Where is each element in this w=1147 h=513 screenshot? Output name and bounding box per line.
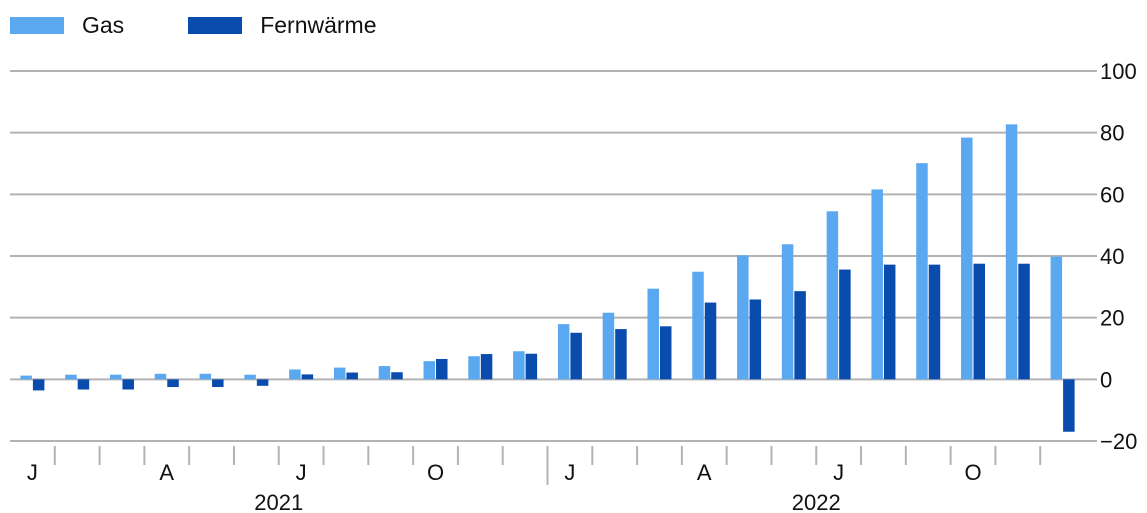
bar-fernwaerme [659, 326, 672, 380]
bar-gas [602, 312, 615, 380]
bar-gas [961, 137, 973, 380]
bar-fernwaerme [167, 379, 179, 388]
bar-gas [916, 163, 928, 380]
y-tick-label: 20 [1100, 306, 1124, 331]
legend-label-gas: Gas [82, 11, 125, 38]
legend-item-gas: Gas [10, 12, 124, 39]
x-tick-label: O [427, 460, 444, 485]
bar-fernwaerme [615, 329, 627, 380]
bar-gas [692, 271, 704, 380]
y-tick-label: 80 [1100, 121, 1124, 146]
bar-fernwaerme [301, 374, 314, 380]
bar-fernwaerme [839, 269, 851, 380]
bar-gas [468, 356, 480, 380]
bar-gas [513, 351, 525, 380]
x-tick-label: J [27, 460, 38, 485]
bar-fernwaerme [436, 358, 448, 380]
y-tick-label: −20 [1100, 429, 1137, 454]
bar-fernwaerme [77, 379, 90, 390]
legend-swatch-fernwaerme [188, 16, 243, 34]
bar-gas [20, 375, 32, 380]
x-tick-label: A [697, 460, 712, 485]
bar-fernwaerme [1063, 379, 1075, 432]
bar-fernwaerme [973, 263, 986, 380]
legend: Gas Fernwärme [10, 10, 441, 40]
bar-gas [1005, 124, 1018, 380]
bar-fernwaerme [1018, 263, 1030, 380]
bar-gas [737, 255, 749, 380]
bar-gas [423, 361, 436, 380]
bar-fernwaerme [749, 299, 762, 380]
bar-gas [244, 374, 256, 380]
bar-fernwaerme [883, 264, 896, 380]
bar-gas [65, 374, 77, 380]
legend-label-fernwaerme: Fernwärme [260, 11, 377, 38]
bar-fernwaerme [391, 372, 403, 380]
bar-gas [826, 211, 839, 380]
bar-gas [647, 288, 659, 380]
bar-fernwaerme [480, 354, 493, 380]
bar-gas [333, 367, 346, 380]
bar-fernwaerme [256, 379, 269, 386]
bar-fernwaerme [570, 332, 582, 380]
bar-gas [289, 369, 301, 380]
y-tick-label: 40 [1100, 244, 1124, 269]
bar-gas [1050, 256, 1063, 380]
bar-fernwaerme [928, 264, 941, 380]
x-tick-label: J [296, 460, 307, 485]
bar-fernwaerme [32, 379, 45, 391]
bar-fernwaerme [346, 372, 358, 380]
bar-gas [557, 324, 570, 380]
y-tick-label: 100 [1100, 59, 1137, 84]
bar-gas [154, 373, 167, 380]
bar-gas [109, 374, 122, 380]
x-tick-label: A [159, 460, 174, 485]
x-tick-label: O [964, 460, 981, 485]
x-tick-label: J [833, 460, 844, 485]
y-tick-label: 60 [1100, 182, 1124, 207]
bar-gas [199, 373, 212, 380]
bar-gas [378, 366, 391, 380]
legend-swatch-gas [10, 16, 64, 34]
bar-fernwaerme [704, 302, 717, 380]
year-label: 2021 [254, 490, 303, 513]
bar-fernwaerme [122, 379, 134, 390]
bar-fernwaerme [794, 291, 806, 380]
legend-item-fernwaerme: Fernwärme [188, 11, 377, 39]
x-tick-label: J [564, 460, 575, 485]
year-label: 2022 [792, 490, 841, 513]
bar-fernwaerme [212, 379, 224, 388]
bar-gas [781, 244, 794, 380]
bar-fernwaerme [525, 353, 538, 380]
y-tick-label: 0 [1100, 367, 1112, 392]
bar-gas [871, 189, 883, 380]
